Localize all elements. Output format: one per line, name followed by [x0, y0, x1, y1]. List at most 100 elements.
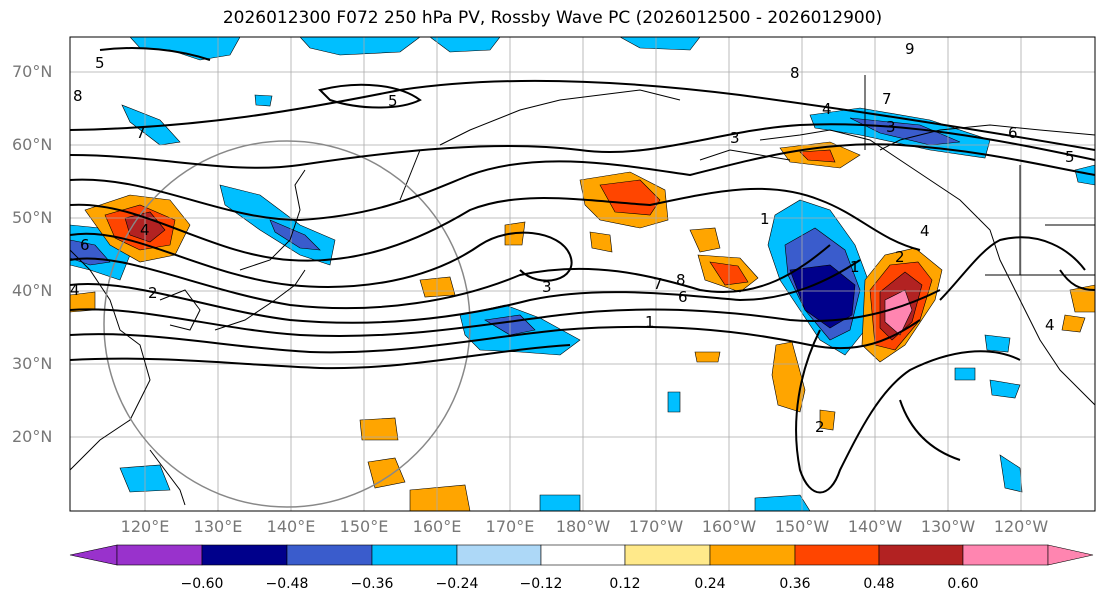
lon-label: 140°W [847, 517, 903, 536]
lon-label: 140°E [266, 517, 316, 536]
neg-anomaly [1074, 164, 1095, 186]
colorbar-bin [962, 544, 1049, 566]
pos-anomaly [359, 417, 399, 441]
anomaly-shading [70, 37, 1095, 511]
neg-anomaly [667, 391, 681, 413]
lat-label: 50°N [12, 208, 53, 227]
colorbar-bin [456, 544, 542, 566]
pos-anomaly [419, 276, 456, 298]
colorbar-bin [709, 544, 796, 566]
contour-label: 8 [790, 64, 800, 82]
contour-label: 2 [148, 284, 158, 302]
lon-label: 170°E [485, 517, 535, 536]
contour-label: 9 [905, 40, 915, 58]
pos-anomaly [799, 149, 836, 163]
contour-label: 4 [920, 222, 930, 240]
contour-label: 3 [886, 118, 896, 136]
pos-anomaly [367, 457, 406, 489]
lon-label: 130°W [920, 517, 976, 536]
neg-anomaly [269, 219, 321, 251]
contour-label: 5 [95, 54, 105, 72]
contour-label: 2 [815, 418, 825, 436]
pos-anomaly [819, 409, 836, 431]
lon-label: 170°W [628, 517, 684, 536]
contour-label: 5 [1065, 148, 1075, 166]
contour-label: 1 [850, 258, 860, 276]
colorbar-tick: 0.48 [863, 576, 895, 592]
contour-label: 6 [1008, 124, 1018, 142]
lon-label: 160°E [412, 517, 462, 536]
colorbar-bin [286, 544, 373, 566]
lat-label: 40°N [12, 281, 53, 300]
plot-frame [69, 36, 1096, 512]
graticule [70, 37, 1095, 511]
colorbar-tick: 0.12 [609, 576, 641, 592]
contour-label: 4 [1045, 316, 1055, 334]
contour-label: 7 [653, 275, 663, 293]
colorbar-tick: 0.36 [779, 576, 811, 592]
colorbar-bin [794, 544, 880, 566]
neg-anomaly [989, 379, 1021, 399]
colorbar-bin [540, 544, 626, 566]
lat-label: 20°N [12, 427, 53, 446]
lon-label: 150°E [339, 517, 389, 536]
colorbar-bin [878, 544, 964, 566]
contour-label: 3 [730, 129, 740, 147]
pos-anomaly [694, 351, 721, 363]
colorbar-tick: −0.24 [435, 576, 479, 592]
colorbar-bin [116, 544, 203, 566]
pos-anomaly [599, 179, 661, 216]
contour-label: 6 [678, 288, 688, 306]
neg-anomaly [754, 494, 811, 511]
contour-label: 7 [136, 124, 146, 142]
colorbar-bin [371, 544, 458, 566]
colorbar-tick: −0.36 [350, 576, 394, 592]
neg-anomaly [954, 367, 976, 381]
colorbar-extend-min [69, 544, 118, 566]
lon-label: 120°W [993, 517, 1049, 536]
pv-contours [70, 47, 1095, 494]
lon-label: 180°W [555, 517, 611, 536]
pos-anomaly [1061, 314, 1086, 333]
neg-anomaly [984, 334, 1011, 353]
colorbar-extend-max [1047, 544, 1094, 566]
pos-anomaly [689, 227, 721, 253]
contour-label: 5 [388, 92, 398, 110]
contour-label: 4 [70, 281, 80, 299]
pos-anomaly [884, 289, 913, 336]
pos-anomaly [771, 341, 806, 413]
neg-anomaly [539, 494, 581, 511]
colorbar [69, 544, 1094, 566]
colorbar-tick: −0.60 [180, 576, 224, 592]
contour-labels: 9 8 8 7 7 6 6 5 5 4 4 3 3 3 2 2 1 1 2 6 … [70, 40, 1075, 436]
contour-label: 1 [760, 210, 770, 228]
lon-label: 120°E [120, 517, 170, 536]
contour-label: 2 [895, 248, 905, 266]
lat-label: 60°N [12, 135, 53, 154]
colorbar-tick: 0.24 [694, 576, 726, 592]
contour-label: 8 [676, 271, 686, 289]
lat-label: 30°N [12, 354, 53, 373]
influence-circle [103, 140, 471, 508]
pos-anomaly [589, 231, 613, 253]
neg-anomaly [429, 37, 501, 53]
pos-anomaly [409, 484, 471, 511]
lon-label: 160°W [701, 517, 757, 536]
map-title: 2026012300 F072 250 hPa PV, Rossby Wave … [222, 8, 883, 28]
colorbar-tick: 0.60 [947, 576, 979, 592]
colorbar-bin [624, 544, 711, 566]
neg-anomaly [254, 94, 273, 107]
neg-anomaly [789, 264, 856, 329]
map-plot: 9 8 8 7 7 6 6 5 5 4 4 3 3 3 2 2 1 1 2 6 … [70, 37, 1095, 511]
contour-label: 4 [140, 221, 150, 239]
contour-label: 1 [645, 313, 655, 331]
colorbar-tick: −0.12 [519, 576, 563, 592]
neg-anomaly [121, 104, 181, 146]
colorbar-bin [201, 544, 288, 566]
neg-anomaly [999, 454, 1023, 493]
colorbar-tick: −0.48 [265, 576, 309, 592]
pos-anomaly [1069, 284, 1095, 313]
neg-anomaly [619, 37, 701, 51]
contour-label: 4 [822, 100, 832, 118]
